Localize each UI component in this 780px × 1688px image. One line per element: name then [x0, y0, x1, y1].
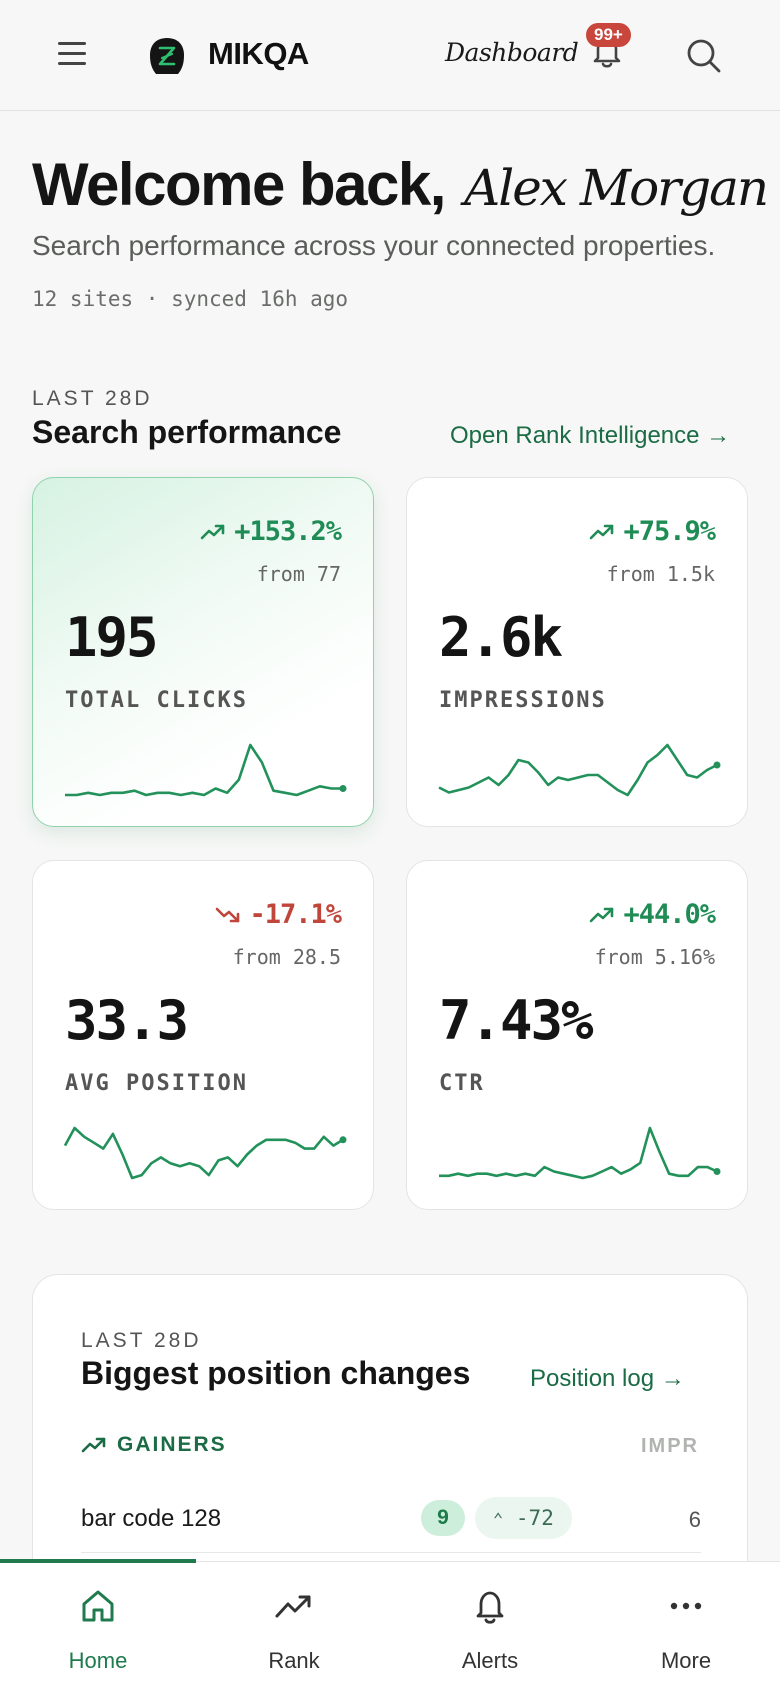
previous-value: from 28.5 — [232, 945, 341, 969]
position-pill: 9 — [421, 1500, 465, 1536]
impr-column-header: IMPR — [641, 1435, 699, 1457]
delta-badge: +44.0% — [589, 899, 716, 930]
sparkline-end-point — [713, 1168, 721, 1175]
delta-badge: +75.9% — [589, 516, 716, 547]
sparkline-line — [63, 1126, 344, 1180]
sparkline-end-point — [339, 1136, 347, 1144]
bell-icon — [476, 1591, 504, 1624]
sparkline — [65, 743, 347, 797]
metric-label: AVG POSITION — [65, 1071, 248, 1096]
double-chevron-up-icon: ⌃ — [493, 1510, 504, 1530]
nav-label: More — [660, 1648, 712, 1673]
position-title: Biggest position changes — [81, 1355, 471, 1391]
trending-up-icon — [590, 524, 614, 539]
position-eyebrow: LAST 28D — [81, 1329, 202, 1352]
delta-badge: -17.1% — [215, 899, 342, 930]
delta-value: +153.2% — [234, 516, 342, 547]
nav-tab-more[interactable]: More — [588, 1562, 780, 1688]
user-name: Alex Morgan — [464, 159, 769, 217]
query-text: bar code 128 — [81, 1505, 222, 1532]
nav-link-dashboard[interactable]: Dashboard — [445, 38, 579, 67]
position-change-pill: ⌃ -72 — [475, 1497, 572, 1539]
nav-tab-alerts[interactable]: Alerts — [392, 1562, 588, 1688]
sparkline-end-point — [339, 785, 347, 792]
table-row[interactable]: bar code 128 9 ⌃ -72 6 — [81, 1487, 701, 1553]
sparkline — [439, 1126, 721, 1180]
position-log-link[interactable]: Position log → — [530, 1365, 685, 1392]
sparkline — [438, 743, 721, 797]
nav-label: Alerts — [461, 1648, 519, 1673]
trending-up-icon — [81, 1437, 106, 1453]
delta-value: +44.0% — [623, 899, 716, 930]
trending-up-icon — [200, 524, 225, 539]
welcome-greeting: Welcome back, — [32, 151, 446, 218]
sparkline-end-point — [713, 761, 721, 769]
nav-tab-rank[interactable]: Rank — [196, 1562, 392, 1688]
welcome-heading: Welcome back, Alex Morgan — [32, 150, 769, 219]
sync-meta: 12 sites · synced 16h ago — [32, 287, 349, 311]
delta-value: -17.1% — [249, 899, 342, 930]
search-icon[interactable] — [686, 38, 722, 74]
delta-value: +75.9% — [623, 516, 716, 547]
previous-value: from 77 — [256, 562, 341, 586]
metric-label: TOTAL CLICKS — [65, 688, 248, 713]
previous-value: from 5.16% — [594, 945, 715, 969]
active-tab-indicator — [0, 1559, 196, 1563]
open-rank-intelligence-link[interactable]: Open Rank Intelligence → — [450, 422, 731, 449]
total-clicks-card[interactable]: +153.2% from 77 195 TOTAL CLICKS — [32, 477, 374, 827]
metric-value: 7.43% — [439, 989, 594, 1052]
metric-value: 33.3 — [65, 989, 189, 1052]
nav-label: Home — [68, 1648, 128, 1673]
trending-up-icon — [590, 907, 614, 922]
brand-name[interactable]: MIKQA — [208, 36, 309, 71]
gainers-label: GAINERS — [117, 1433, 227, 1456]
trending-down-icon — [216, 907, 240, 922]
impressions-value: 6 — [688, 1507, 701, 1532]
section-eyebrow: LAST 28D — [32, 387, 153, 410]
hamburger-menu-icon[interactable] — [58, 42, 94, 70]
brand-logo-icon[interactable] — [148, 36, 186, 76]
trending-up-icon — [275, 1595, 311, 1618]
sparkline-line — [438, 743, 718, 797]
nav-label: Rank — [268, 1648, 320, 1673]
previous-value: from 1.5k — [606, 562, 715, 586]
welcome-subtitle: Search performance across your connected… — [32, 230, 716, 261]
delta-badge: +153.2% — [200, 516, 342, 547]
metric-label: CTR — [439, 1071, 485, 1096]
gainers-header[interactable]: GAINERS — [81, 1433, 227, 1457]
position-change-value: -72 — [515, 1506, 554, 1530]
bottom-nav: Home Rank Alerts More — [0, 1559, 780, 1688]
ctr-card[interactable]: +44.0% from 5.16% 7.43% CTR — [406, 860, 748, 1210]
impressions-card[interactable]: +75.9% from 1.5k 2.6k IMPRESSIONS — [406, 477, 748, 827]
sparkline-line — [65, 743, 343, 797]
sparkline — [63, 1126, 347, 1180]
top-bar: MIKQA Dashboard 99+ — [0, 0, 780, 111]
metric-value: 2.6k — [439, 606, 563, 669]
metric-label: IMPRESSIONS — [439, 688, 607, 713]
home-icon — [82, 1590, 114, 1622]
avg-position-card[interactable]: -17.1% from 28.5 33.3 AVG POSITION — [32, 860, 374, 1210]
section-title: Search performance — [32, 414, 342, 450]
more-dots-icon — [670, 1602, 702, 1610]
notification-badge: 99+ — [586, 23, 631, 47]
metric-value: 195 — [65, 606, 159, 669]
sparkline-line — [439, 1126, 718, 1180]
nav-tab-home[interactable]: Home — [0, 1562, 196, 1688]
